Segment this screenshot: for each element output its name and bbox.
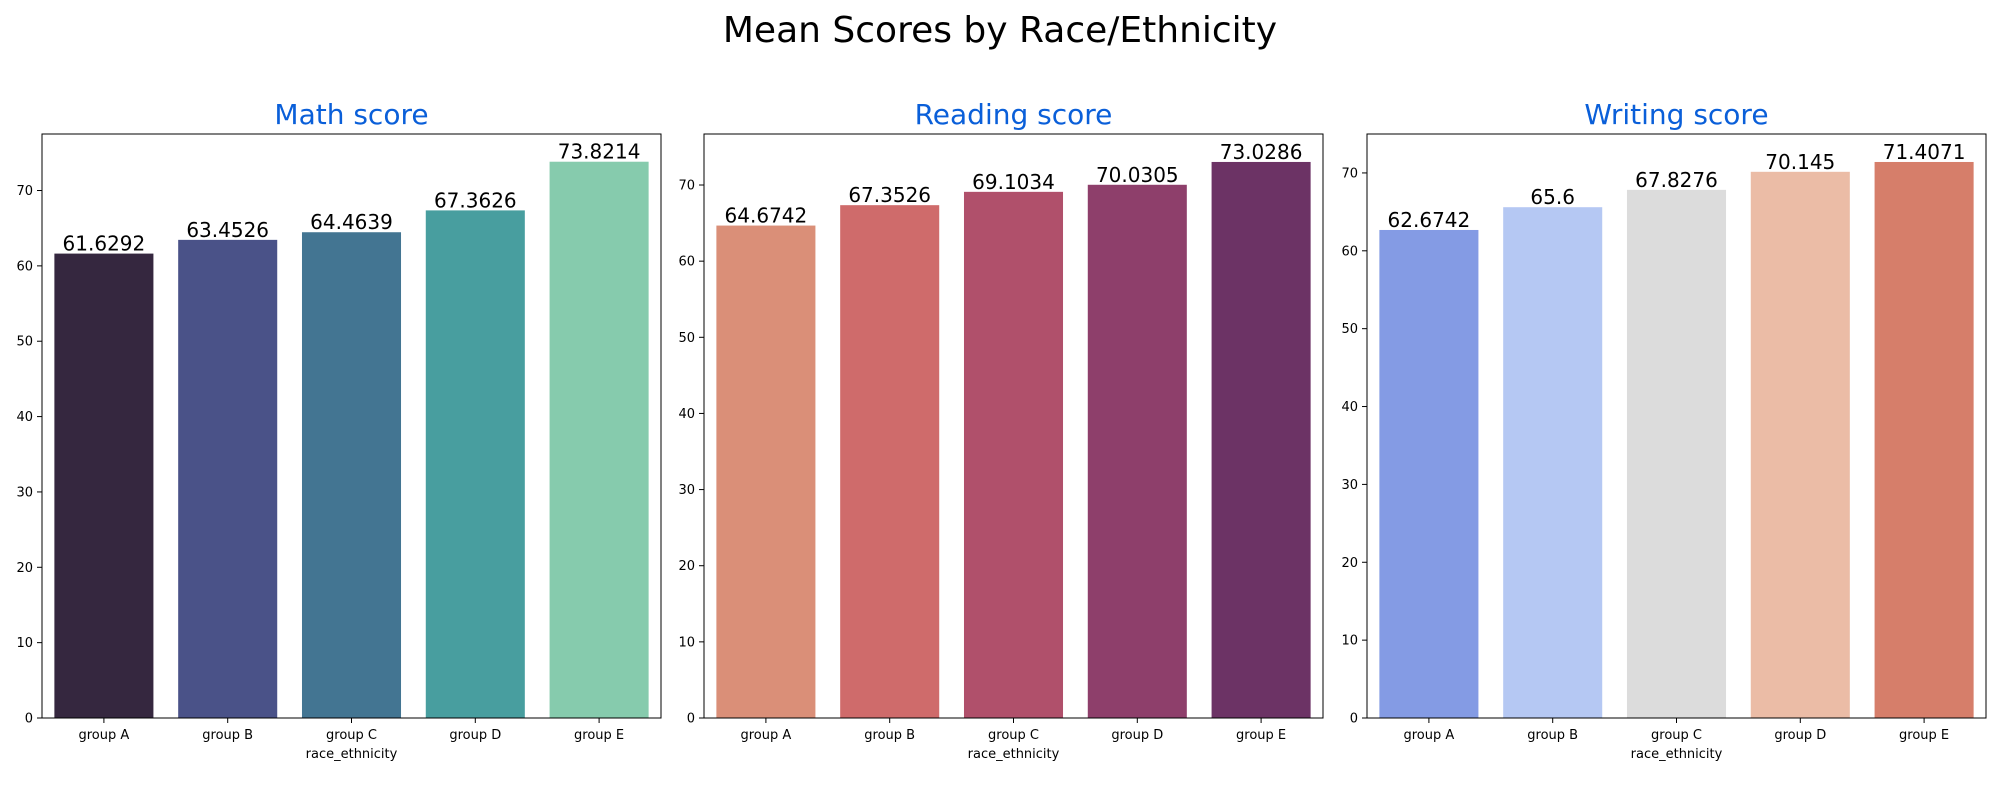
y-tick-label: 30 [678, 483, 695, 498]
bar-group-d [425, 210, 525, 719]
x-tick-label: group C [988, 728, 1039, 743]
y-tick-label: 0 [687, 712, 695, 727]
bar-group-c [963, 191, 1064, 718]
y-tick-label: 60 [1341, 244, 1358, 259]
axes-frame [703, 133, 1324, 719]
y-tick-label: 70 [1341, 166, 1358, 181]
chart-panel-2: Reading score 64.6742 group A 67.3526 group … [678, 98, 1324, 762]
y-tick-label: 50 [16, 335, 33, 350]
y-tick-label: 20 [16, 561, 33, 576]
y-tick-label: 10 [16, 636, 33, 651]
x-tick-label: group E [574, 728, 624, 743]
y-tick-label: 40 [1341, 400, 1358, 415]
data-label: 64.4639 [310, 210, 393, 234]
chart-panels: Math score 61.6292 group A 63.4526 group B 64… [16, 98, 1987, 762]
data-label: 65.6 [1530, 185, 1575, 209]
data-label: 63.4526 [186, 218, 269, 242]
chart-panel-1: Math score 61.6292 group A 63.4526 group B 64… [16, 98, 662, 762]
x-tick-label: group B [202, 728, 253, 743]
data-label: 69.1034 [972, 170, 1055, 194]
data-label: 73.8214 [558, 140, 641, 164]
y-tick-label: 30 [16, 485, 33, 500]
y-tick-label: 70 [678, 179, 695, 194]
data-label: 61.6292 [63, 232, 146, 256]
y-tick-label: 60 [678, 255, 695, 270]
y-tick-label: 10 [1341, 634, 1358, 649]
panel-title: Math score [274, 98, 428, 131]
chart-panel-3: Writing score 62.6742 group A 65.6 group B 67… [1341, 98, 1987, 762]
axes-frame [1366, 133, 1987, 719]
bar-group-a [1379, 229, 1479, 718]
y-tick-label: 0 [1350, 712, 1358, 727]
y-tick-label: 10 [678, 635, 695, 650]
data-label: 62.6742 [1388, 208, 1471, 232]
bar-group-c [1626, 189, 1727, 718]
bar-group-a [716, 225, 816, 718]
data-label: 73.0286 [1220, 140, 1303, 164]
data-label: 67.3526 [848, 183, 931, 207]
x-tick-label: group C [326, 728, 377, 743]
y-tick-label: 50 [678, 331, 695, 346]
data-label: 64.6742 [725, 204, 808, 228]
x-tick-label: group A [741, 728, 792, 743]
bar-group-c [301, 232, 402, 718]
y-tick-label: 40 [16, 410, 33, 425]
bar-group-d [1087, 184, 1187, 718]
data-label: 71.4071 [1883, 140, 1966, 164]
y-tick-label: 20 [1341, 556, 1358, 571]
figure-title: Mean Scores by Race/Ethnicity [723, 10, 1277, 51]
y-tick-label: 20 [678, 559, 695, 574]
data-label: 67.8276 [1635, 168, 1718, 192]
bar-group-e [549, 161, 649, 718]
y-tick-label: 50 [1341, 322, 1358, 337]
panel-title: Writing score [1584, 98, 1768, 131]
bar-group-b [178, 239, 278, 719]
x-axis-label: race_ethnicity [968, 747, 1060, 762]
bar-group-b [840, 205, 940, 718]
bar-group-e [1211, 161, 1311, 718]
y-tick-label: 30 [1341, 478, 1358, 493]
x-tick-label: group E [1236, 728, 1286, 743]
y-tick-label: 60 [16, 259, 33, 274]
x-tick-label: group B [1527, 728, 1578, 743]
y-tick-label: 0 [25, 712, 33, 727]
x-axis-label: race_ethnicity [1631, 747, 1723, 762]
axes-frame [41, 133, 662, 719]
x-tick-label: group A [1404, 728, 1455, 743]
data-label: 70.145 [1765, 150, 1835, 174]
bar-group-b [1503, 207, 1603, 718]
x-tick-label: group D [449, 728, 501, 743]
x-tick-label: group B [864, 728, 915, 743]
x-axis-label: race_ethnicity [306, 747, 398, 762]
data-label: 67.3626 [434, 188, 517, 212]
bar-group-a [54, 253, 154, 718]
x-tick-label: group E [1899, 728, 1949, 743]
panel-title: Reading score [915, 98, 1113, 131]
bar-group-d [1750, 171, 1850, 718]
y-tick-label: 40 [678, 407, 695, 422]
x-tick-label: group D [1774, 728, 1826, 743]
data-label: 70.0305 [1096, 163, 1179, 187]
bar-group-e [1874, 161, 1974, 719]
x-tick-label: group D [1111, 728, 1163, 743]
y-tick-label: 70 [16, 184, 33, 199]
x-tick-label: group A [79, 728, 130, 743]
x-tick-label: group C [1651, 728, 1702, 743]
